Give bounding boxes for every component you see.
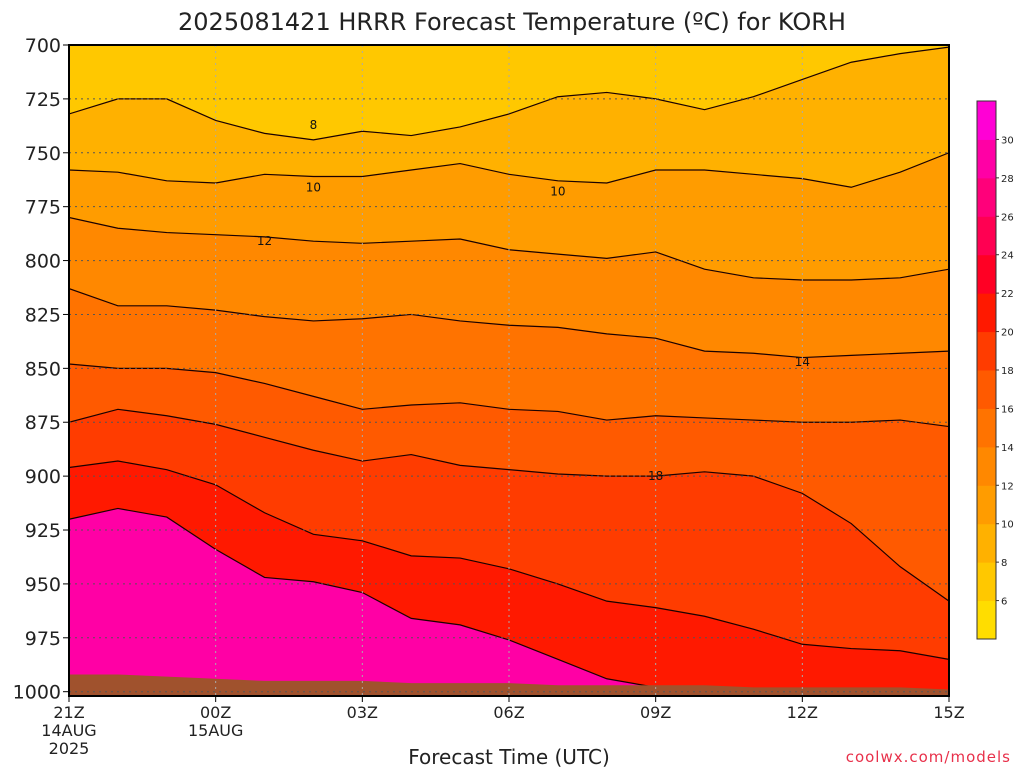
x-tick-label: 21Z [53,703,84,722]
x-tick-sublabel: 2025 [49,739,90,758]
colorbar-segment [977,600,996,640]
colorbar-tick-label: 14 [1001,443,1014,454]
y-tick-label: 950 [25,574,61,596]
y-tick-label: 775 [25,197,61,219]
colorbar-tick-label: 8 [1001,558,1007,569]
x-tick-label: 06Z [493,703,524,722]
colorbar-segment [977,331,996,371]
x-tick-label: 15Z [933,703,964,722]
isotherm-8 [69,46,949,141]
colorbar-segment [977,177,996,217]
x-axis-label: Forecast Time (UTC) [408,745,610,768]
colorbar-tick-label: 24 [1001,251,1014,262]
colorbar-segment [977,408,996,448]
x-tick-label: 00Z [200,703,231,722]
credit-text: coolwx.com/models [846,748,1011,766]
contour-labels: 8 10 10 12 14 18 [257,118,810,483]
colorbar-segment [977,523,996,563]
colorbar-tick-label: 18 [1001,366,1014,377]
x-tick-sublabel: 14AUG [41,721,96,740]
colorbar-tick-label: 22 [1001,289,1014,300]
colorbar-tick-label: 20 [1001,328,1014,339]
colorbar-segment [977,139,996,179]
y-tick-label: 825 [25,304,61,326]
plot-area [69,45,949,696]
y-tick-label: 800 [25,251,61,273]
y-tick-label: 875 [25,412,61,434]
x-tick-sublabel: 15AUG [188,721,243,740]
x-tick-label: 09Z [640,703,671,722]
y-tick-label: 850 [25,358,61,380]
colorbar-segment [977,254,996,294]
y-tick-label: 900 [25,466,61,488]
chart-title: 2025081421 HRRR Forecast Temperature (ºC… [178,8,846,36]
contour-label: 12 [257,234,272,248]
colorbar-tick-label: 10 [1001,520,1014,531]
colorbar-tick-label: 28 [1001,174,1014,185]
contour-label: 18 [648,469,663,483]
colorbar-segment [977,293,996,333]
colorbar-segment [977,370,996,409]
y-tick-label: 700 [25,35,61,57]
temperature-band-8 [69,45,949,140]
colorbar-tick-label: 12 [1001,481,1014,492]
y-tick-label: 925 [25,520,61,542]
y-axis: 700 725 750 775 800 825 850 875 900 925 950 975 1000 [13,35,69,704]
colorbar-segment [977,485,996,525]
ground-surface [69,674,949,696]
temperature-bands [69,45,949,694]
colorbar-segment [977,216,996,256]
colorbar-tick-label: 16 [1001,404,1014,415]
colorbar-segment [977,446,996,486]
contour-label: 10 [306,180,321,194]
x-tick-label: 12Z [787,703,818,722]
colorbar-segment [977,101,996,140]
y-tick-label: 750 [25,143,61,165]
colorbar-tick-label: 6 [1001,597,1007,608]
contour-label: 10 [550,185,565,199]
y-tick-label: 1000 [13,682,61,704]
y-tick-label: 725 [25,89,61,111]
colorbar: 6 8 10 12 14 16 18 20 22 24 26 28 30 [976,100,1014,640]
contour-label: 14 [795,355,810,369]
y-tick-label: 975 [25,628,61,650]
colorbar-tick-label: 30 [1001,135,1014,146]
x-tick-label: 03Z [347,703,378,722]
colorbar-tick-label: 26 [1001,212,1014,223]
colorbar-segment [977,562,996,602]
contour-label: 8 [310,118,318,132]
